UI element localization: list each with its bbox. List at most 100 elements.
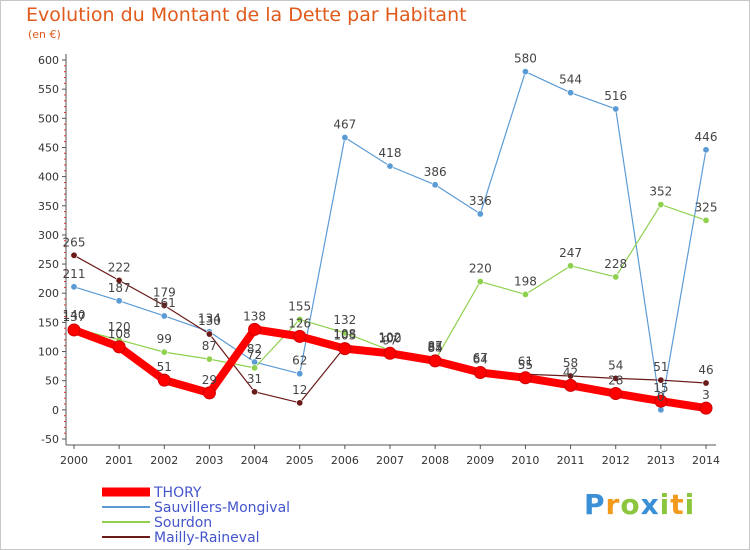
data-label: 87 (202, 339, 217, 353)
data-point (160, 301, 168, 309)
x-tick-label: 2012 (602, 454, 630, 467)
data-point (341, 329, 349, 337)
data-label: 247 (559, 246, 582, 260)
y-tick-label: 500 (38, 112, 59, 125)
y-tick-label: 400 (38, 171, 59, 184)
data-point (476, 278, 484, 286)
data-point (657, 376, 665, 384)
data-point (70, 251, 78, 259)
data-label: 87 (428, 339, 443, 353)
data-label: 120 (108, 320, 131, 334)
data-point (202, 386, 216, 400)
data-label: 222 (108, 260, 131, 274)
data-label: 108 (333, 327, 356, 341)
data-label: 67 (473, 351, 488, 365)
data-point (251, 388, 259, 396)
data-label: 82 (247, 342, 262, 356)
data-label: 105 (333, 329, 356, 343)
data-point (657, 406, 665, 414)
data-label: 418 (379, 146, 402, 160)
series-lines (67, 68, 713, 415)
data-point (67, 323, 81, 337)
data-point (702, 216, 710, 224)
data-label: 46 (698, 363, 713, 377)
data-label: 85 (428, 340, 443, 354)
data-point (248, 322, 262, 336)
data-label: 325 (695, 200, 718, 214)
data-point (476, 210, 484, 218)
data-label: 54 (608, 358, 623, 372)
data-label: 55 (518, 358, 533, 372)
data-point (386, 162, 394, 170)
data-point (296, 315, 304, 323)
data-label: 140 (63, 308, 86, 322)
data-point (383, 346, 397, 360)
data-point (702, 146, 710, 154)
y-tick-label: 50 (45, 375, 59, 388)
data-label: 134 (198, 312, 221, 326)
data-label: 161 (153, 296, 176, 310)
data-label: 130 (198, 314, 221, 328)
x-tick-label: 2005 (286, 454, 314, 467)
data-point (115, 276, 123, 284)
data-label: 62 (292, 354, 307, 368)
data-label: 198 (514, 274, 537, 288)
y-tick-label: 100 (38, 346, 59, 359)
data-label: 187 (108, 281, 131, 295)
data-point (654, 394, 668, 408)
data-label: 42 (563, 365, 578, 379)
x-tick-label: 2009 (466, 454, 494, 467)
x-tick-label: 2010 (511, 454, 539, 467)
data-label: 72 (247, 348, 262, 362)
data-label: 97 (382, 333, 397, 347)
legend-label: THORY (153, 485, 202, 501)
x-tick-label: 2008 (421, 454, 449, 467)
data-point (296, 399, 304, 407)
data-label: 386 (424, 165, 447, 179)
y-tick-label: 0 (52, 404, 59, 417)
data-point (115, 297, 123, 305)
data-point (251, 364, 259, 372)
y-tick-label: -50 (41, 433, 59, 446)
data-label: 179 (153, 285, 176, 299)
data-label: 544 (559, 73, 582, 87)
data-label: 99 (157, 332, 172, 346)
data-point (205, 355, 213, 363)
data-label: 126 (288, 316, 311, 330)
data-label: 64 (473, 353, 488, 367)
data-point (293, 329, 307, 343)
logo-letter: t (670, 488, 685, 521)
data-point (338, 342, 352, 356)
data-label: 516 (604, 89, 627, 103)
x-tick-label: 2000 (60, 454, 88, 467)
data-point (518, 371, 532, 385)
data-label: 155 (288, 299, 311, 313)
data-point (160, 312, 168, 320)
data-label: 580 (514, 52, 537, 66)
chart-unit: (en €) (28, 28, 61, 41)
data-label: 31 (247, 372, 262, 386)
logo-letter: r (605, 488, 621, 521)
data-label: 15 (653, 381, 668, 395)
y-tick-label: 350 (38, 200, 59, 213)
data-point (521, 290, 529, 298)
data-point (612, 374, 620, 382)
logo-letter: o (620, 488, 641, 521)
data-label: 12 (292, 383, 307, 397)
x-tick-label: 2013 (647, 454, 675, 467)
data-label: 51 (157, 360, 172, 374)
data-label: 58 (563, 356, 578, 370)
data-label: 211 (63, 267, 86, 281)
data-label: 352 (649, 185, 672, 199)
data-point (702, 379, 710, 387)
legend-label: Sourdon (154, 515, 212, 531)
data-point (612, 273, 620, 281)
legend-label: Mailly-Raineval (154, 530, 260, 546)
x-tick-label: 2014 (692, 454, 720, 467)
data-point (431, 181, 439, 189)
logo-letter: x (640, 488, 660, 521)
data-point (609, 387, 623, 401)
data-label: 446 (695, 130, 718, 144)
data-point (157, 373, 171, 387)
